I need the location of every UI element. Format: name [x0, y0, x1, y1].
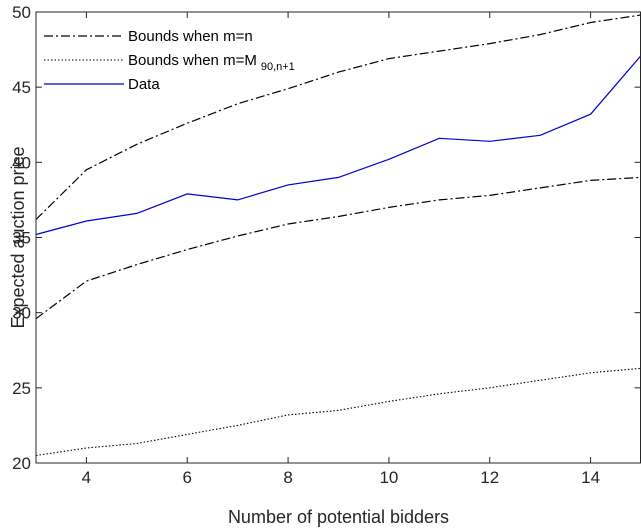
legend-label-subscript: 90,n+1	[261, 61, 295, 73]
legend: Bounds when m=n Bounds when m=M 90,n+1 Data	[44, 28, 295, 93]
legend-label-1: Bounds when m=M 90,n+1	[128, 52, 295, 73]
y-tick-label: 40	[12, 153, 31, 172]
series-line-1	[35, 176, 641, 320]
x-tick-label: 14	[581, 468, 600, 487]
y-tick-label: 50	[12, 3, 31, 22]
y-tick-label: 45	[12, 78, 31, 97]
series-line-0	[35, 14, 641, 220]
x-tick-label: 10	[379, 468, 398, 487]
series-line-2	[35, 367, 641, 457]
legend-label-0: Bounds when m=n	[128, 28, 253, 45]
legend-label-2: Data	[128, 76, 160, 93]
plot-area	[36, 12, 641, 463]
x-axis-label: Number of potential bidders	[228, 507, 449, 527]
y-axis-label: Expected auction price	[8, 146, 28, 328]
x-tick-label: 4	[82, 468, 91, 487]
x-tick-label: 12	[480, 468, 499, 487]
series-group	[35, 14, 641, 457]
y-tick-label: 20	[12, 454, 31, 473]
series-line-3	[35, 55, 641, 236]
x-tick-label: 6	[183, 468, 192, 487]
y-tick-label: 30	[12, 304, 31, 323]
ticks: 4 6 8 10 12 14 20 25 30 35 40 45 50	[12, 3, 641, 487]
x-tick-label: 8	[283, 468, 292, 487]
y-tick-label: 35	[12, 229, 31, 248]
y-tick-label: 25	[12, 379, 31, 398]
